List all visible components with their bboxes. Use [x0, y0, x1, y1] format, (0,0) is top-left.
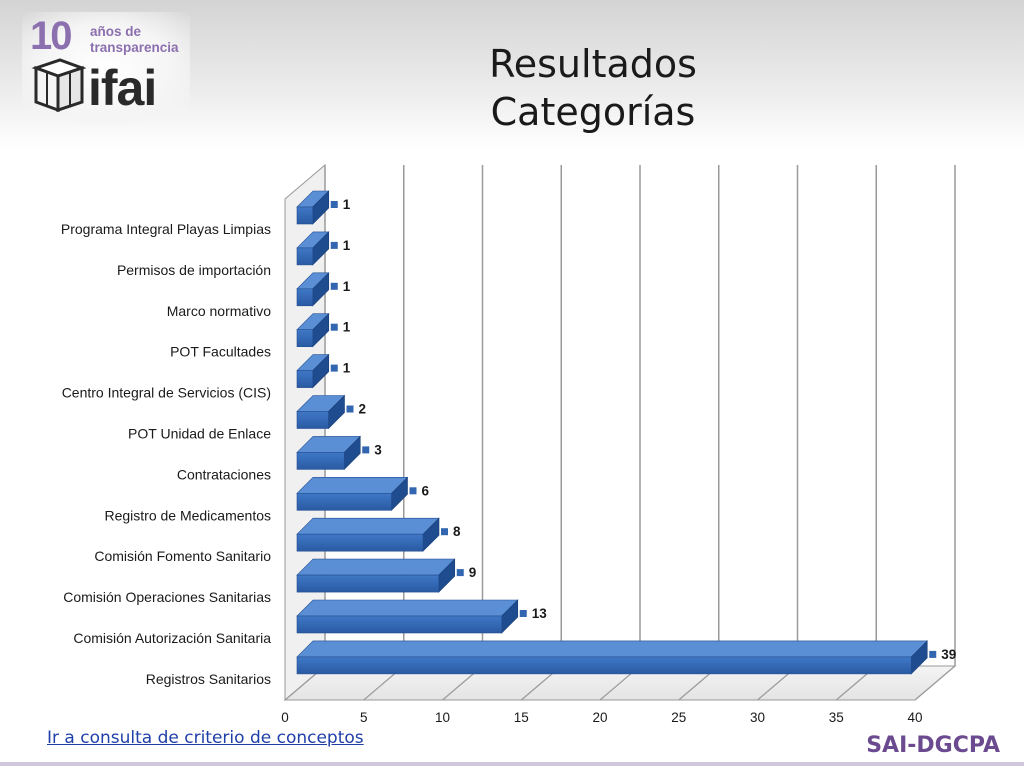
data-label-marker [330, 364, 338, 372]
category-label: Registro de Medicamentos [104, 507, 271, 523]
data-label: 2 [359, 402, 367, 417]
bottom-divider [0, 762, 1024, 766]
bar [296, 272, 330, 307]
data-label: 1 [343, 238, 351, 253]
data-label-marker [409, 487, 417, 495]
data-label-marker [441, 528, 448, 536]
category-label: Centro Integral de Servicios (CIS) [62, 385, 271, 401]
data-label: 1 [343, 279, 351, 294]
data-label: 6 [422, 483, 430, 498]
chart-x-tick-labels: 0 5 10 15 20 25 30 35 40 [281, 710, 922, 725]
slide-title-line2: Categorías [490, 90, 696, 134]
data-label: 1 [343, 320, 351, 335]
bar [296, 231, 330, 266]
bar [296, 599, 519, 634]
data-label-marker [456, 569, 464, 577]
data-label: 8 [453, 524, 461, 539]
category-label: Comisión Autorización Sanitaria [73, 630, 271, 646]
category-label: POT Unidad de Enlace [128, 426, 271, 442]
data-label-marker [330, 323, 338, 331]
logo-tagline-line2: transparencia [90, 40, 179, 55]
category-label: Registros Sanitarios [146, 671, 271, 687]
x-tick-label: 25 [671, 710, 686, 725]
criteria-query-link[interactable]: Ir a consulta de criterio de conceptos [47, 728, 364, 748]
ifai-logo: 10 años de transparencia ifai [22, 12, 190, 124]
data-label-marker [330, 241, 338, 249]
category-label: Programa Integral Playas Limpias [61, 221, 271, 237]
category-label: POT Facultades [170, 344, 271, 360]
x-tick-label: 35 [829, 710, 844, 725]
x-tick-label: 40 [907, 710, 922, 725]
data-label: 13 [532, 606, 548, 621]
bar [296, 517, 440, 552]
data-label: 1 [343, 361, 351, 376]
data-label: 3 [374, 442, 382, 457]
data-label-marker [330, 282, 338, 290]
category-label: Comisión Operaciones Sanitarias [63, 589, 271, 605]
bar [296, 640, 928, 675]
category-label: Permisos de importación [117, 262, 271, 278]
bar [296, 312, 330, 348]
bar [296, 476, 409, 512]
bar [296, 435, 361, 471]
bar [296, 394, 346, 430]
data-label-marker [346, 405, 354, 413]
chart-bars: 1 1 1 1 1 2 3 6 8 9 13 39 [296, 190, 956, 675]
transparent-box-icon [31, 58, 86, 113]
x-tick-label: 5 [360, 710, 368, 725]
data-label-marker [519, 610, 527, 617]
logo-wordmark: ifai [88, 60, 157, 116]
data-label-marker [330, 201, 338, 208]
slide-title-line1: Resultados [489, 42, 697, 86]
data-label: 1 [343, 197, 351, 212]
category-label: Contrataciones [177, 466, 271, 482]
x-tick-label: 20 [592, 710, 607, 725]
data-label: 9 [469, 565, 477, 580]
x-tick-label: 15 [514, 710, 529, 725]
x-tick-label: 0 [281, 710, 289, 725]
sai-dgcpa-brand: SAI-DGCPA [866, 733, 1000, 758]
bar [296, 190, 330, 225]
data-label-marker [929, 650, 937, 658]
category-label: Comisión Fomento Sanitario [94, 548, 271, 564]
x-tick-label: 10 [435, 710, 450, 725]
data-label-marker [362, 446, 370, 454]
chart-category-labels: Programa Integral Playas Limpias Permisos… [61, 221, 271, 687]
category-label: Marco normativo [167, 303, 271, 319]
logo-number: 10 [30, 14, 72, 58]
bar [296, 558, 456, 593]
slide-title: Resultados Categorías [430, 40, 756, 136]
logo-tagline-line1: años de [90, 24, 142, 39]
x-tick-label: 30 [750, 710, 765, 725]
gridline-floor [914, 665, 956, 701]
data-label: 39 [941, 647, 956, 662]
logo-tagline: años de transparencia [90, 24, 190, 56]
bar [296, 353, 330, 389]
